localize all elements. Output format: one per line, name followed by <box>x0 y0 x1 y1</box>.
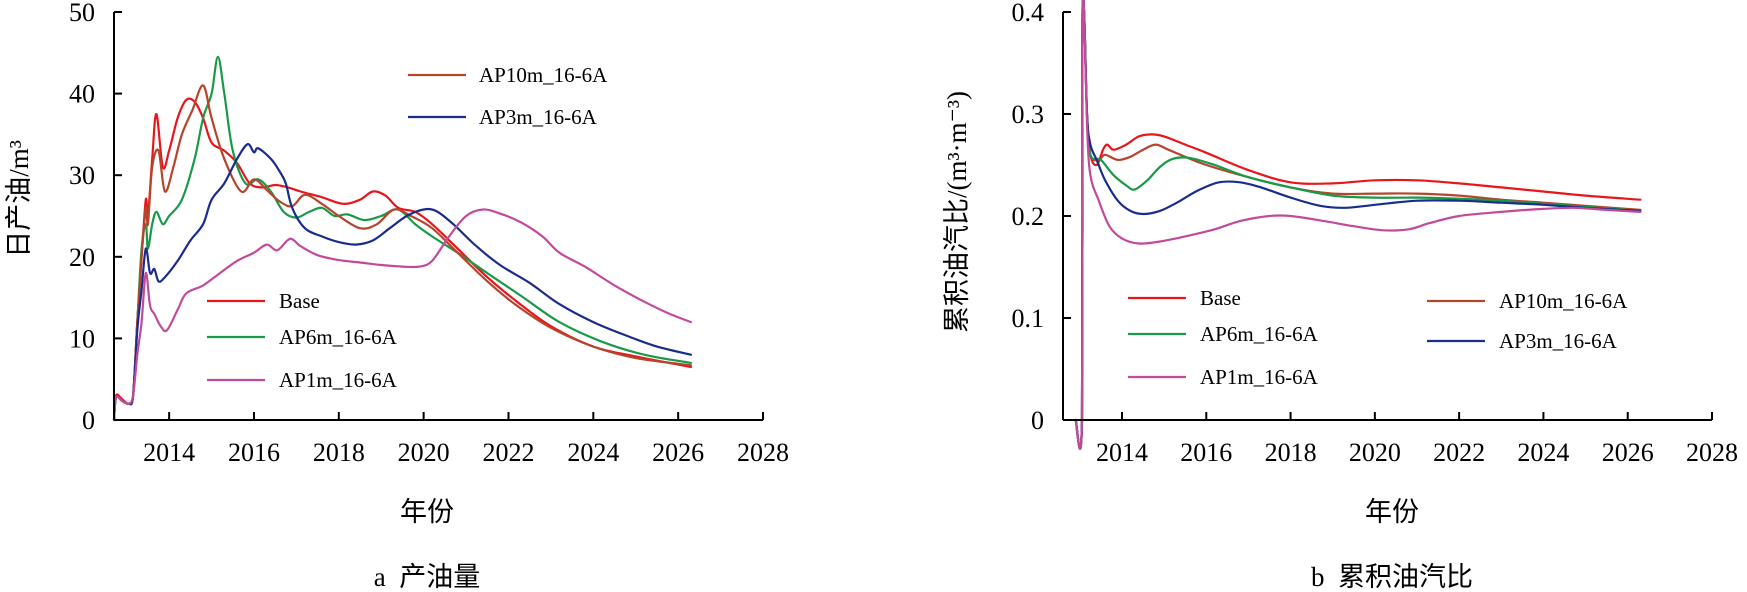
panel-b-x-tick-label: 2022 <box>1433 438 1485 467</box>
legend-label: AP3m_16-6A <box>479 105 598 129</box>
panel-a-y-tick-label: 40 <box>69 80 95 109</box>
legend-label: AP10m_16-6A <box>1499 289 1628 313</box>
legend-label: AP1m_16-6A <box>1200 365 1319 389</box>
panel-b-y-tick-label: 0.2 <box>1012 202 1045 231</box>
panel-a-series-base <box>112 97 692 422</box>
legend-label: AP3m_16-6A <box>1499 329 1618 353</box>
panel-b-legend-item: AP1m_16-6A <box>1128 365 1319 389</box>
panel-a-production-chart: 2014 2016 2018 2020 2022 2024 2026 2028 0 10 20 30… <box>4 0 789 592</box>
panel-b-legend-item: AP6m_16-6A <box>1128 322 1319 346</box>
panel-b-x-ticks: 2014 2016 2018 2020 2022 2024 2026 2028 <box>1096 412 1738 467</box>
panel-a-x-tick-label: 2018 <box>313 438 365 467</box>
panel-b-axes <box>1062 12 1712 421</box>
panel-b-oil-steam-ratio-chart: 2014 2016 2018 2020 2022 2024 2026 2028 0 0.1 0.2… <box>942 0 1738 592</box>
panel-b-series-ap10m-16-6a <box>1074 0 1642 450</box>
panel-a-legend-item: AP10m_16-6A <box>408 63 608 87</box>
legend-label: Base <box>1200 286 1241 310</box>
panel-a-x-tick-label: 2024 <box>567 438 619 467</box>
panel-b-series-ap1m-16-6a <box>1074 0 1642 450</box>
panel-a-x-tick-label: 2028 <box>737 438 789 467</box>
panel-b-x-tick-label: 2020 <box>1349 438 1401 467</box>
panel-b-series-ap6m-16-6a <box>1074 0 1642 450</box>
panel-b-legend-item: AP3m_16-6A <box>1427 329 1618 353</box>
panel-b-y-tick-label: 0.1 <box>1012 304 1045 333</box>
panel-a-x-tick-label: 2020 <box>398 438 450 467</box>
panel-b-y-axis-label: 累积油汽比/(m³·m⁻³) <box>942 91 972 333</box>
panel-b-x-tick-label: 2016 <box>1180 438 1232 467</box>
panel-a-y-axis-label: 日产油/m³ <box>4 140 34 258</box>
panel-a-x-axis-label: 年份 <box>400 497 454 527</box>
panel-a-x-tick-label: 2026 <box>652 438 704 467</box>
panel-a-x-tick-label: 2022 <box>482 438 534 467</box>
panel-b-x-tick-label: 2026 <box>1602 438 1654 467</box>
panel-a-caption: a 产油量 <box>374 562 480 592</box>
panel-a-axes <box>113 12 763 421</box>
panel-b-caption: b 累积油汽比 <box>1311 562 1473 592</box>
panel-b-x-tick-label: 2018 <box>1265 438 1317 467</box>
panel-b-y-ticks: 0 0.1 0.2 0.3 0.4 <box>1012 0 1071 435</box>
legend-label: Base <box>279 289 320 313</box>
panel-a-y-tick-label: 20 <box>69 243 95 272</box>
panel-b-y-tick-label: 0.4 <box>1012 0 1045 27</box>
panel-a-y-tick-label: 10 <box>69 324 95 353</box>
panel-a-series-ap10m-16-6a <box>112 84 692 422</box>
panel-b-series-base <box>1074 0 1642 450</box>
panel-b-legend: Base AP6m_16-6A AP1m_16-6A AP10m_16-6A AP3m_… <box>1128 286 1628 389</box>
panel-b-x-tick-label: 2024 <box>1517 438 1569 467</box>
panel-b-x-tick-label: 2014 <box>1096 438 1148 467</box>
panel-a-legend: AP10m_16-6A AP3m_16-6A Base AP6m_16-6A AP1m_… <box>207 63 608 392</box>
panel-b-series-ap3m-16-6a <box>1074 0 1642 450</box>
panel-a-x-tick-label: 2014 <box>143 438 195 467</box>
panel-a-legend-item: AP6m_16-6A <box>207 325 398 349</box>
panel-a-series-ap3m-16-6a <box>112 143 692 422</box>
legend-label: AP6m_16-6A <box>1200 322 1319 346</box>
panel-a-series-ap1m-16-6a <box>112 208 692 422</box>
legend-label: AP1m_16-6A <box>279 368 398 392</box>
panel-a-y-ticks: 0 10 20 30 40 50 <box>69 0 122 435</box>
panel-a-legend-item: Base <box>207 289 320 313</box>
panel-b-x-axis-label: 年份 <box>1365 497 1419 527</box>
panel-a-x-tick-label: 2016 <box>228 438 280 467</box>
panel-a-x-ticks: 2014 2016 2018 2020 2022 2024 2026 2028 <box>143 412 789 467</box>
panel-a-y-tick-label: 0 <box>82 406 95 435</box>
panel-b-series-lines <box>1074 0 1642 450</box>
panel-a-series-lines <box>112 55 692 422</box>
panel-b-legend-item: Base <box>1128 286 1241 310</box>
panel-b-x-tick-label: 2028 <box>1686 438 1738 467</box>
panel-a-legend-item: AP1m_16-6A <box>207 368 398 392</box>
panel-a-y-tick-label: 50 <box>69 0 95 27</box>
panel-a-y-tick-label: 30 <box>69 161 95 190</box>
legend-label: AP10m_16-6A <box>479 63 608 87</box>
panel-b-y-tick-label: 0 <box>1031 406 1044 435</box>
legend-label: AP6m_16-6A <box>279 325 398 349</box>
panel-a-legend-item: AP3m_16-6A <box>408 105 598 129</box>
panel-b-y-tick-label: 0.3 <box>1012 100 1045 129</box>
panel-b-legend-item: AP10m_16-6A <box>1427 289 1628 313</box>
